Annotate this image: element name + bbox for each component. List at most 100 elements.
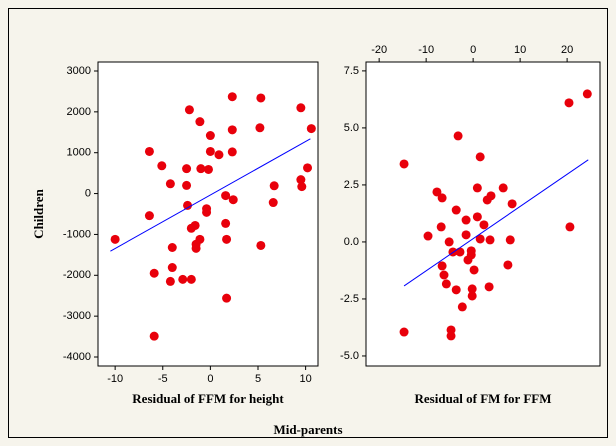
point xyxy=(472,183,482,193)
point xyxy=(564,98,574,108)
point xyxy=(306,124,316,134)
point xyxy=(451,285,461,295)
y-tick-label: -2000 xyxy=(63,269,91,281)
point xyxy=(485,235,495,245)
x-tick-label: 0 xyxy=(207,373,213,385)
point xyxy=(144,146,154,156)
point xyxy=(110,234,120,244)
point xyxy=(503,260,513,270)
x-tick-label: -10 xyxy=(107,373,123,385)
point xyxy=(183,200,193,210)
point xyxy=(191,243,201,253)
point xyxy=(507,199,517,209)
point xyxy=(144,211,154,221)
point xyxy=(165,179,175,189)
y-tick-label: 2.5 xyxy=(344,179,359,191)
point xyxy=(437,261,447,271)
point xyxy=(203,164,213,174)
x-tick-label: 20 xyxy=(561,44,573,56)
point xyxy=(178,274,188,284)
point xyxy=(205,131,215,141)
point xyxy=(479,220,489,230)
point xyxy=(256,93,266,103)
x-tick-label: 5 xyxy=(255,373,261,385)
frame xyxy=(8,8,608,438)
point xyxy=(466,250,476,260)
y-tick-label: 0.0 xyxy=(344,236,359,248)
point xyxy=(437,193,447,203)
x-tick-label: 10 xyxy=(514,44,526,56)
point xyxy=(297,182,307,192)
point xyxy=(467,284,477,294)
point xyxy=(444,237,454,247)
point xyxy=(228,195,238,205)
y-tick-label: -1000 xyxy=(63,228,91,240)
point xyxy=(582,89,592,99)
x-tick-label: -20 xyxy=(371,44,387,56)
point xyxy=(303,163,313,173)
point xyxy=(190,220,200,230)
point xyxy=(505,235,515,245)
point xyxy=(436,222,446,232)
point xyxy=(227,92,237,102)
point xyxy=(182,164,192,174)
point xyxy=(296,175,306,185)
point xyxy=(475,152,485,162)
point xyxy=(423,231,433,241)
point xyxy=(441,279,451,289)
point xyxy=(484,282,494,292)
point xyxy=(446,331,456,341)
point xyxy=(432,187,442,197)
point xyxy=(165,276,175,286)
point xyxy=(565,222,575,232)
point xyxy=(486,191,496,201)
shared-x-label: Mid-parents xyxy=(273,422,342,437)
point xyxy=(256,240,266,250)
y-tick-label: -5.0 xyxy=(340,350,359,362)
point xyxy=(149,331,159,341)
y-tick-label: 7.5 xyxy=(344,65,359,77)
y-tick-label: 0 xyxy=(85,187,91,199)
point xyxy=(399,159,409,169)
point xyxy=(399,327,409,337)
x-tick-label: 10 xyxy=(299,373,311,385)
x-tick-label: 0 xyxy=(470,44,476,56)
point xyxy=(255,123,265,133)
point xyxy=(227,147,237,157)
point xyxy=(186,274,196,284)
point xyxy=(457,302,467,312)
plot-area xyxy=(365,61,601,367)
point xyxy=(469,265,479,275)
point xyxy=(214,150,224,160)
point xyxy=(157,161,167,171)
point xyxy=(202,204,212,214)
point xyxy=(184,105,194,115)
y-tick-label: -2.5 xyxy=(340,293,359,305)
point xyxy=(467,291,477,301)
point xyxy=(472,212,482,222)
point xyxy=(269,181,279,191)
point xyxy=(195,117,205,127)
y-tick-label: 1000 xyxy=(67,147,91,159)
point xyxy=(222,293,232,303)
point xyxy=(149,268,159,278)
point xyxy=(461,215,471,225)
point xyxy=(455,247,465,257)
y-tick-label: 2000 xyxy=(67,106,91,118)
x-axis-label: Residual of FM for FFM xyxy=(415,391,552,406)
x-axis-label: Residual of FFM for height xyxy=(132,391,284,406)
point xyxy=(453,131,463,141)
point xyxy=(268,198,278,208)
y-tick-label: 5.0 xyxy=(344,122,359,134)
point xyxy=(205,146,215,156)
y-axis-label: Children xyxy=(31,188,46,238)
point xyxy=(221,191,231,201)
point xyxy=(167,263,177,273)
y-tick-label: -3000 xyxy=(63,310,91,322)
point xyxy=(182,180,192,190)
point xyxy=(498,183,508,193)
point xyxy=(451,205,461,215)
point xyxy=(461,230,471,240)
point xyxy=(475,234,485,244)
